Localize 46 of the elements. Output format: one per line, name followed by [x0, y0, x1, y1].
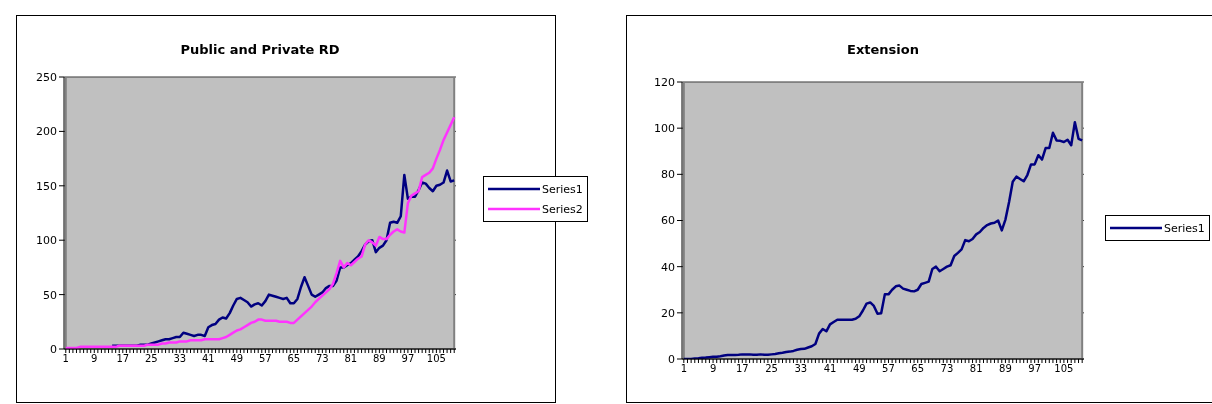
x-tick-label: 57: [882, 363, 895, 375]
x-tick-label: 97: [401, 353, 415, 365]
x-tick-label: 65: [287, 353, 301, 365]
x-tick-label: 65: [911, 363, 925, 375]
x-tick-label: 9: [709, 363, 717, 375]
y-tick-label: 200: [36, 125, 57, 139]
chart-title: Public and Private RD: [179, 42, 341, 57]
x-tick-label: 25: [144, 353, 158, 365]
y-tick-label: 60: [661, 214, 675, 228]
y-tick-label: 100: [654, 122, 675, 136]
x-tick-label: 81: [344, 353, 358, 365]
legend-label: Series1: [1164, 221, 1205, 235]
x-tick-label: 105: [1054, 363, 1074, 375]
y-tick-label: 0: [668, 352, 675, 366]
x-tick-label: 105: [426, 353, 446, 365]
legend-label: Series2: [542, 202, 583, 216]
chart-title: Extension: [846, 42, 920, 57]
x-tick-label: 9: [91, 353, 98, 365]
legend-label: Series1: [542, 182, 583, 196]
y-tick-label: 150: [36, 179, 57, 193]
x-tick-label: 33: [794, 363, 808, 375]
x-tick-label: 89: [999, 363, 1012, 375]
y-tick-label: 0: [50, 342, 57, 356]
x-tick-label: 33: [173, 353, 187, 365]
x-tick-label: 97: [1028, 363, 1042, 375]
x-tick-label: 57: [258, 353, 272, 365]
x-tick-label: 25: [765, 363, 778, 375]
x-tick-label: 89: [373, 353, 386, 365]
y-tick-label: 250: [36, 70, 57, 84]
x-tick-label: 81: [969, 363, 983, 375]
y-tick-label: 100: [36, 234, 57, 248]
x-tick-label: 1: [62, 353, 69, 365]
x-tick-label: 49: [230, 353, 244, 365]
y-tick-label: 80: [661, 168, 675, 182]
x-tick-label: 17: [735, 363, 749, 375]
y-tick-label: 50: [43, 288, 57, 302]
x-tick-label: 49: [852, 363, 866, 375]
x-tick-label: 41: [823, 363, 837, 375]
x-tick-label: 17: [116, 353, 130, 365]
x-tick-label: 73: [316, 353, 329, 365]
x-tick-label: 1: [680, 363, 688, 375]
y-tick-label: 20: [661, 306, 675, 320]
y-tick-label: 40: [661, 260, 675, 274]
x-tick-label: 41: [201, 353, 215, 365]
y-tick-label: 120: [654, 75, 675, 89]
x-tick-label: 73: [940, 363, 954, 375]
